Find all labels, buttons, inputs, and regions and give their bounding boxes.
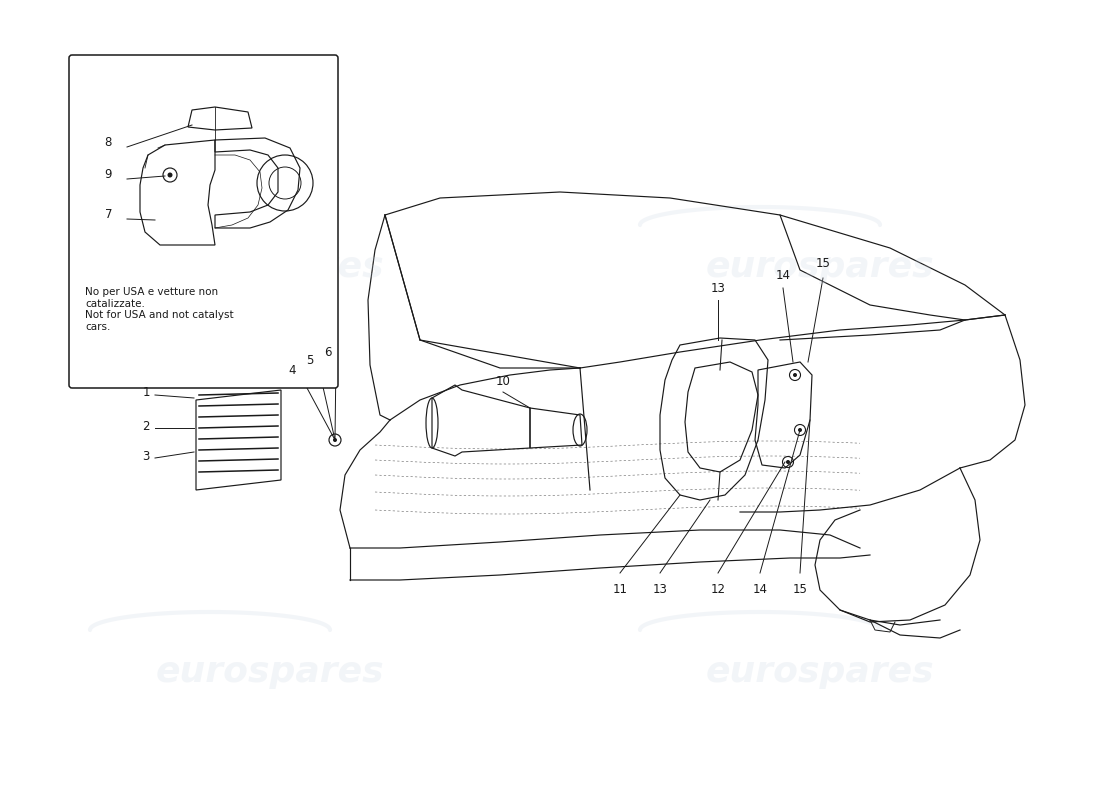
Circle shape xyxy=(333,438,337,442)
Text: eurospares: eurospares xyxy=(706,250,934,284)
Text: 1: 1 xyxy=(143,386,150,399)
Text: eurospares: eurospares xyxy=(156,655,384,689)
Text: 9: 9 xyxy=(104,169,112,182)
Text: 4: 4 xyxy=(288,363,296,377)
Text: 10: 10 xyxy=(496,375,510,388)
Text: 11: 11 xyxy=(613,583,627,596)
FancyBboxPatch shape xyxy=(69,55,338,388)
Circle shape xyxy=(793,373,798,377)
Text: 5: 5 xyxy=(306,354,313,366)
Text: 14: 14 xyxy=(752,583,768,596)
Circle shape xyxy=(167,173,173,178)
Text: 7: 7 xyxy=(104,209,112,222)
Circle shape xyxy=(798,428,802,432)
Text: eurospares: eurospares xyxy=(706,655,934,689)
Text: 13: 13 xyxy=(652,583,668,596)
Text: 12: 12 xyxy=(711,583,726,596)
Text: 6: 6 xyxy=(324,346,332,358)
Circle shape xyxy=(786,460,790,464)
Text: No per USA e vetture non
catalizzate.
Not for USA and not catalyst
cars.: No per USA e vetture non catalizzate. No… xyxy=(85,287,233,332)
Text: 8: 8 xyxy=(104,137,112,150)
Text: 14: 14 xyxy=(776,269,791,282)
Text: 2: 2 xyxy=(143,419,150,433)
Text: 3: 3 xyxy=(143,450,150,462)
Text: 15: 15 xyxy=(815,257,830,270)
Text: 15: 15 xyxy=(793,583,807,596)
Text: 13: 13 xyxy=(711,282,725,295)
Text: eurospares: eurospares xyxy=(156,250,384,284)
